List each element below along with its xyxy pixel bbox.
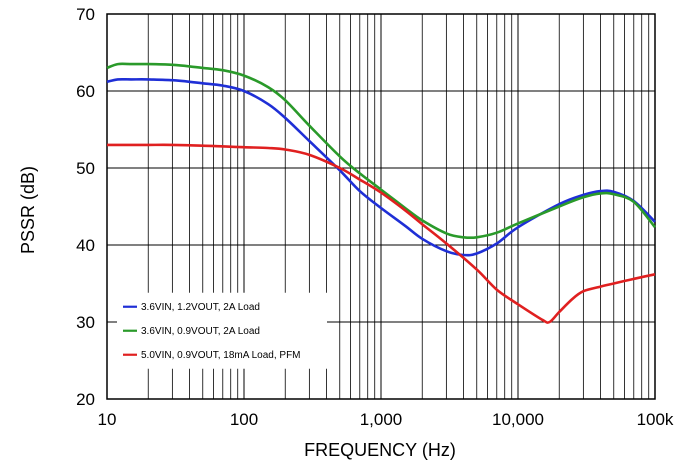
x-tick-label: 10 — [98, 410, 117, 429]
y-tick-label: 20 — [76, 390, 95, 409]
legend-box — [117, 292, 327, 369]
y-tick-label: 40 — [76, 236, 95, 255]
x-tick-label: 1,000 — [360, 410, 403, 429]
series-line-1 — [106, 77, 656, 257]
y-tick-labels: 20 30 40 50 60 70 — [76, 5, 95, 409]
series-line-3 — [107, 143, 656, 324]
series-line-2 — [106, 62, 657, 240]
x-tick-label: 10,000 — [492, 410, 544, 429]
x-tick-label: 100k — [637, 410, 674, 429]
y-tick-label: 30 — [76, 313, 95, 332]
x-tick-label: 100 — [230, 410, 258, 429]
x-tick-labels: 10 100 1,000 10,000 100k — [98, 410, 674, 429]
legend-label-3: 5.0VIN, 0.9VOUT, 18mA Load, PFM — [141, 350, 301, 361]
y-tick-label: 70 — [76, 5, 95, 24]
y-axis-label: PSSR (dB) — [18, 166, 38, 254]
legend: 3.6VIN, 1.2VOUT, 2A Load 3.6VIN, 0.9VOUT,… — [117, 292, 327, 369]
x-axis-label: FREQUENCY (Hz) — [304, 440, 456, 460]
series-lines — [106, 62, 657, 324]
plot-area — [106, 13, 656, 400]
legend-label-2: 3.6VIN, 0.9VOUT, 2A Load — [141, 326, 260, 337]
legend-label-1: 3.6VIN, 1.2VOUT, 2A Load — [141, 302, 260, 313]
y-tick-label: 50 — [76, 159, 95, 178]
y-tick-label: 60 — [76, 82, 95, 101]
